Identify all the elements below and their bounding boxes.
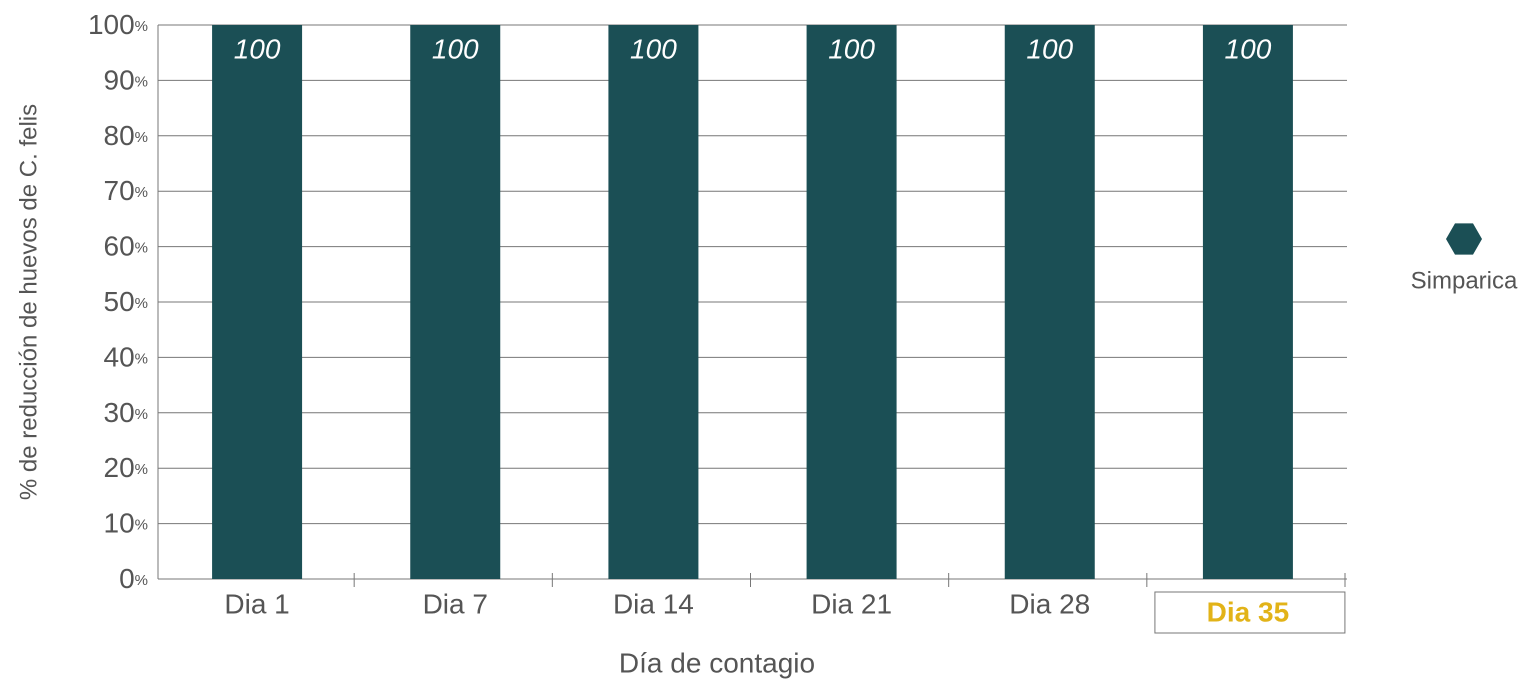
data-label: 100 [1026,33,1073,64]
x-tick-label: Dia 14 [613,588,694,619]
x-tick-label: Dia 35 [1207,596,1290,627]
bar [1202,25,1293,579]
y-tick-label: 30% [104,397,149,428]
data-label: 100 [432,33,479,64]
x-axis-label: Día de contagio [619,647,815,678]
x-tick-label: Dia 28 [1009,588,1090,619]
bar [212,25,303,579]
y-tick-label: 0% [119,563,148,594]
data-label: 100 [234,33,281,64]
x-tick-label: Dia 21 [811,588,892,619]
data-label: 100 [630,33,677,64]
y-tick-label: 70% [104,176,149,207]
y-tick-label: 20% [104,453,149,484]
bar [806,25,897,579]
highlight-box [1154,591,1346,634]
legend-label: Simparica [1411,267,1518,294]
bar [608,25,699,579]
y-tick-label: 50% [104,286,149,317]
legend-marker [1446,223,1482,255]
y-tick-label: 60% [104,231,149,262]
y-tick-label: 10% [104,508,149,539]
x-tick-label: Dia 1 [224,588,289,619]
y-tick-label: 40% [104,342,149,373]
bar [1004,25,1095,579]
y-tick-label: 90% [104,65,149,96]
data-label: 100 [828,33,875,64]
y-tick-label: 100% [88,9,148,40]
data-label: 100 [1225,33,1272,64]
x-tick-label: Dia 7 [423,588,488,619]
y-tick-label: 80% [104,120,149,151]
bar [410,25,501,579]
y-axis-label: % de reducción de huevos de C. felis [15,104,42,500]
